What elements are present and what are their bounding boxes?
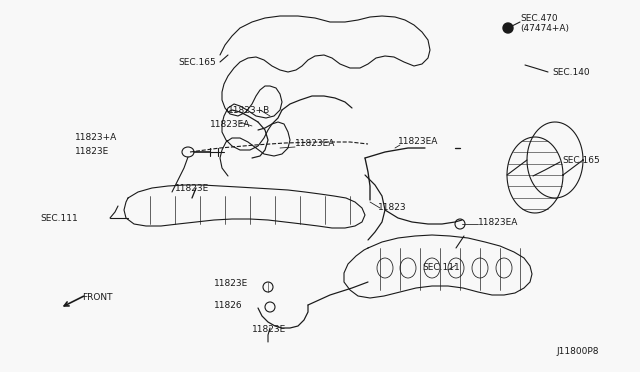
Text: 11823+A: 11823+A <box>75 132 117 141</box>
Text: SEC.111: SEC.111 <box>422 263 460 273</box>
Text: 11826: 11826 <box>214 301 243 311</box>
Text: 11823EA: 11823EA <box>210 119 250 128</box>
Text: 11823E: 11823E <box>75 147 109 155</box>
Text: 11823E: 11823E <box>175 183 209 192</box>
Text: SEC.111: SEC.111 <box>40 214 77 222</box>
Text: SEC.140: SEC.140 <box>552 67 589 77</box>
Text: SEC.165: SEC.165 <box>562 155 600 164</box>
Text: 11823EA: 11823EA <box>295 138 335 148</box>
Text: J11800P8: J11800P8 <box>556 347 598 356</box>
Text: 11823E: 11823E <box>214 279 248 289</box>
Text: 11823: 11823 <box>378 202 406 212</box>
Text: 11823+B: 11823+B <box>228 106 270 115</box>
Text: FRONT: FRONT <box>82 294 113 302</box>
Ellipse shape <box>503 23 513 33</box>
Text: 11823EA: 11823EA <box>398 137 438 145</box>
Text: (47474+A): (47474+A) <box>520 23 569 32</box>
Text: SEC.165: SEC.165 <box>178 58 216 67</box>
Text: SEC.470: SEC.470 <box>520 13 557 22</box>
Text: 11823E: 11823E <box>252 326 286 334</box>
Text: 11823EA: 11823EA <box>478 218 518 227</box>
